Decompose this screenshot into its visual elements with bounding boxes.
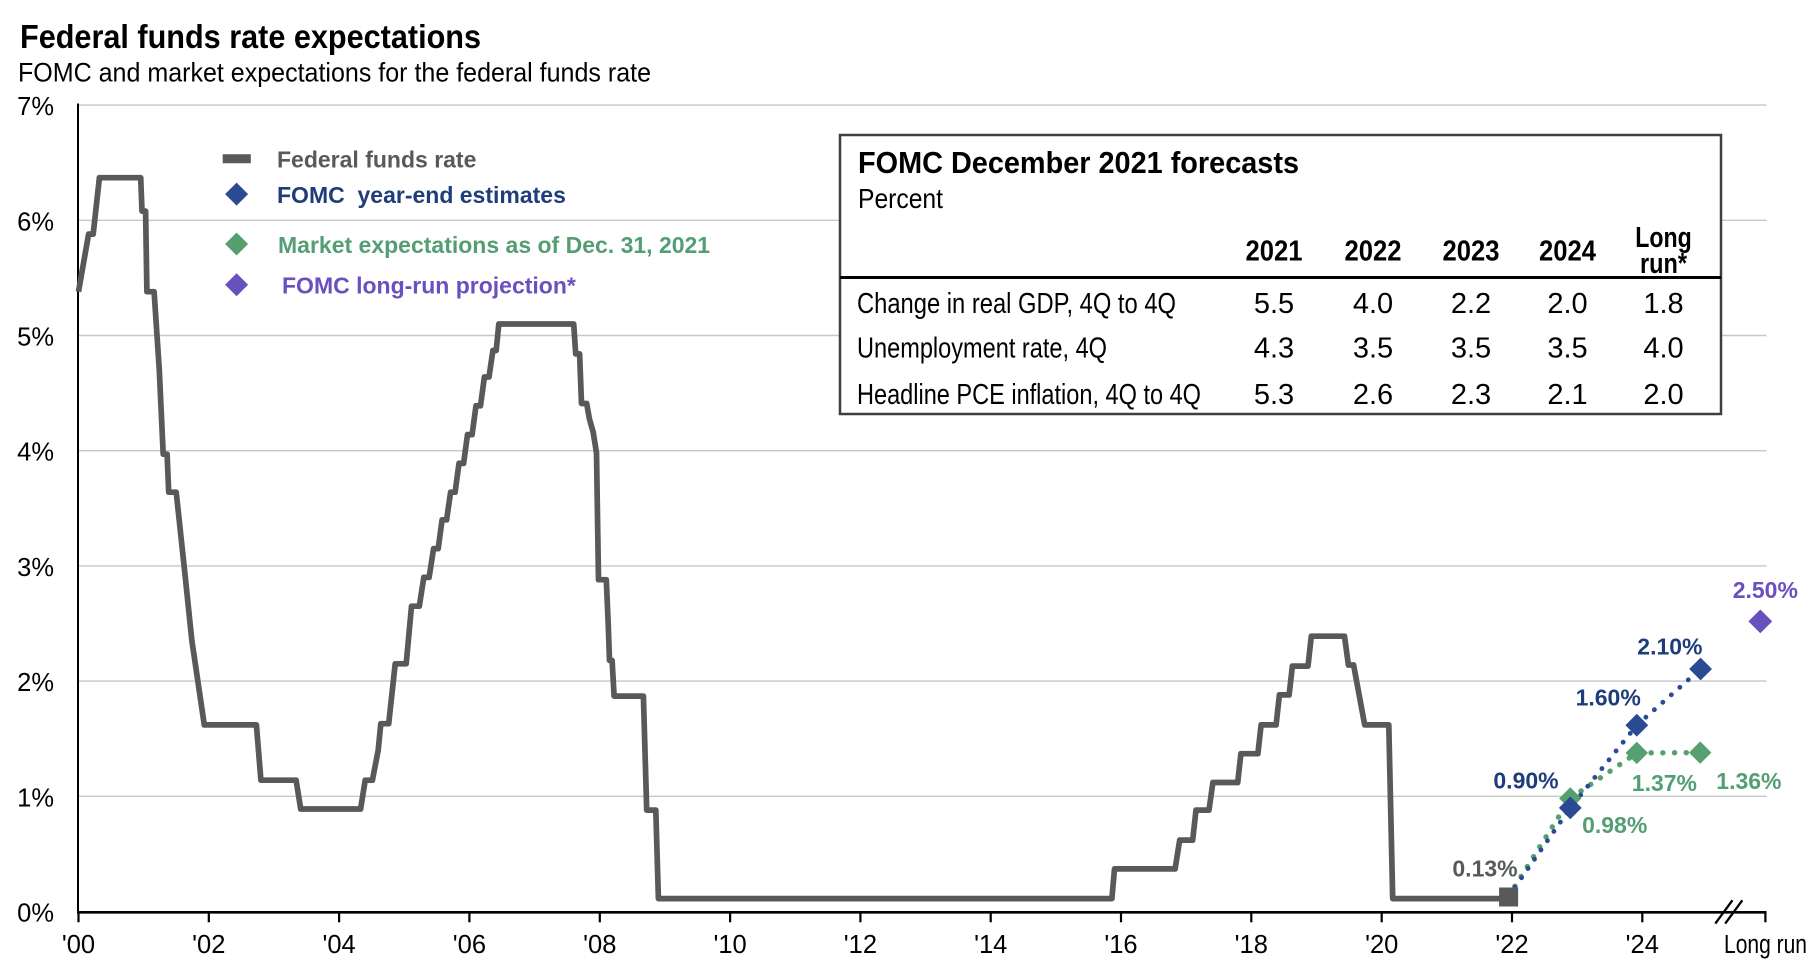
svg-text:'22: '22	[1495, 931, 1528, 959]
svg-text:1.8: 1.8	[1643, 288, 1683, 320]
svg-text:2.6: 2.6	[1353, 379, 1393, 411]
svg-text:2021: 2021	[1246, 236, 1303, 268]
svg-text:Market expectations as of Dec.: Market expectations as of Dec. 31, 2021	[278, 232, 710, 258]
svg-text:'06: '06	[453, 931, 486, 959]
svg-text:4.0: 4.0	[1353, 288, 1393, 320]
svg-text:3.5: 3.5	[1451, 333, 1491, 365]
svg-text:FOMC and market expectations f: FOMC and market expectations for the fed…	[18, 58, 651, 88]
svg-text:FOMC December 2021 forecasts: FOMC December 2021 forecasts	[858, 145, 1299, 180]
svg-text:5%: 5%	[17, 324, 54, 352]
svg-text:'10: '10	[713, 931, 746, 959]
svg-text:1.36%: 1.36%	[1716, 768, 1781, 794]
svg-text:Unemployment rate, 4Q: Unemployment rate, 4Q	[857, 333, 1107, 365]
svg-text:'24: '24	[1626, 931, 1659, 959]
svg-text:Headline PCE inflation, 4Q to: Headline PCE inflation, 4Q to 4Q	[857, 379, 1201, 411]
svg-text:5.3: 5.3	[1254, 379, 1294, 411]
svg-text:2.2: 2.2	[1451, 288, 1491, 320]
svg-text:'18: '18	[1235, 931, 1268, 959]
svg-text:'00: '00	[62, 931, 95, 959]
svg-text:7%: 7%	[17, 93, 54, 121]
svg-text:Federal funds rate expectation: Federal funds rate expectations	[20, 18, 481, 55]
svg-text:3.5: 3.5	[1353, 333, 1393, 365]
svg-text:4.3: 4.3	[1254, 333, 1294, 365]
svg-text:2.50%: 2.50%	[1733, 577, 1798, 603]
svg-text:Long: Long	[1635, 222, 1692, 254]
svg-text:'16: '16	[1104, 931, 1137, 959]
svg-text:'04: '04	[322, 931, 355, 959]
svg-text:4.0: 4.0	[1643, 333, 1683, 365]
svg-text:3.5: 3.5	[1547, 333, 1587, 365]
svg-text:FOMC long-run projection*: FOMC long-run projection*	[282, 273, 576, 299]
svg-text:'12: '12	[844, 931, 877, 959]
svg-text:1%: 1%	[17, 784, 54, 812]
svg-text:FOMC year-end estimates: FOMC year-end estimates	[277, 182, 566, 208]
svg-text:2023: 2023	[1443, 236, 1500, 268]
svg-text:0%: 0%	[17, 900, 54, 928]
svg-text:2024: 2024	[1539, 236, 1596, 268]
svg-text:1.37%: 1.37%	[1632, 770, 1697, 796]
svg-text:0.13%: 0.13%	[1452, 855, 1517, 881]
svg-text:2.1: 2.1	[1547, 379, 1587, 411]
svg-text:Change in real GDP, 4Q to 4Q: Change in real GDP, 4Q to 4Q	[857, 288, 1176, 320]
svg-text:2.0: 2.0	[1643, 379, 1683, 411]
svg-text:2.3: 2.3	[1451, 379, 1491, 411]
svg-text:2%: 2%	[17, 669, 54, 697]
svg-text:run*: run*	[1640, 248, 1688, 280]
svg-text:Percent: Percent	[858, 183, 943, 214]
svg-text:Federal funds rate: Federal funds rate	[277, 146, 476, 172]
svg-text:4%: 4%	[17, 439, 54, 467]
svg-text:'20: '20	[1365, 931, 1398, 959]
svg-text:2.0: 2.0	[1547, 288, 1587, 320]
svg-text:5.5: 5.5	[1254, 288, 1294, 320]
svg-text:1.60%: 1.60%	[1576, 685, 1641, 711]
svg-text:'14: '14	[974, 931, 1007, 959]
svg-text:2022: 2022	[1345, 236, 1402, 268]
svg-text:'08: '08	[583, 931, 616, 959]
svg-text:6%: 6%	[17, 208, 54, 236]
svg-text:0.90%: 0.90%	[1493, 768, 1558, 794]
svg-text:3%: 3%	[17, 554, 54, 582]
svg-text:2.10%: 2.10%	[1637, 634, 1702, 660]
svg-text:'02: '02	[192, 931, 225, 959]
svg-text:Long run: Long run	[1724, 931, 1807, 959]
svg-text:0.98%: 0.98%	[1582, 812, 1647, 838]
